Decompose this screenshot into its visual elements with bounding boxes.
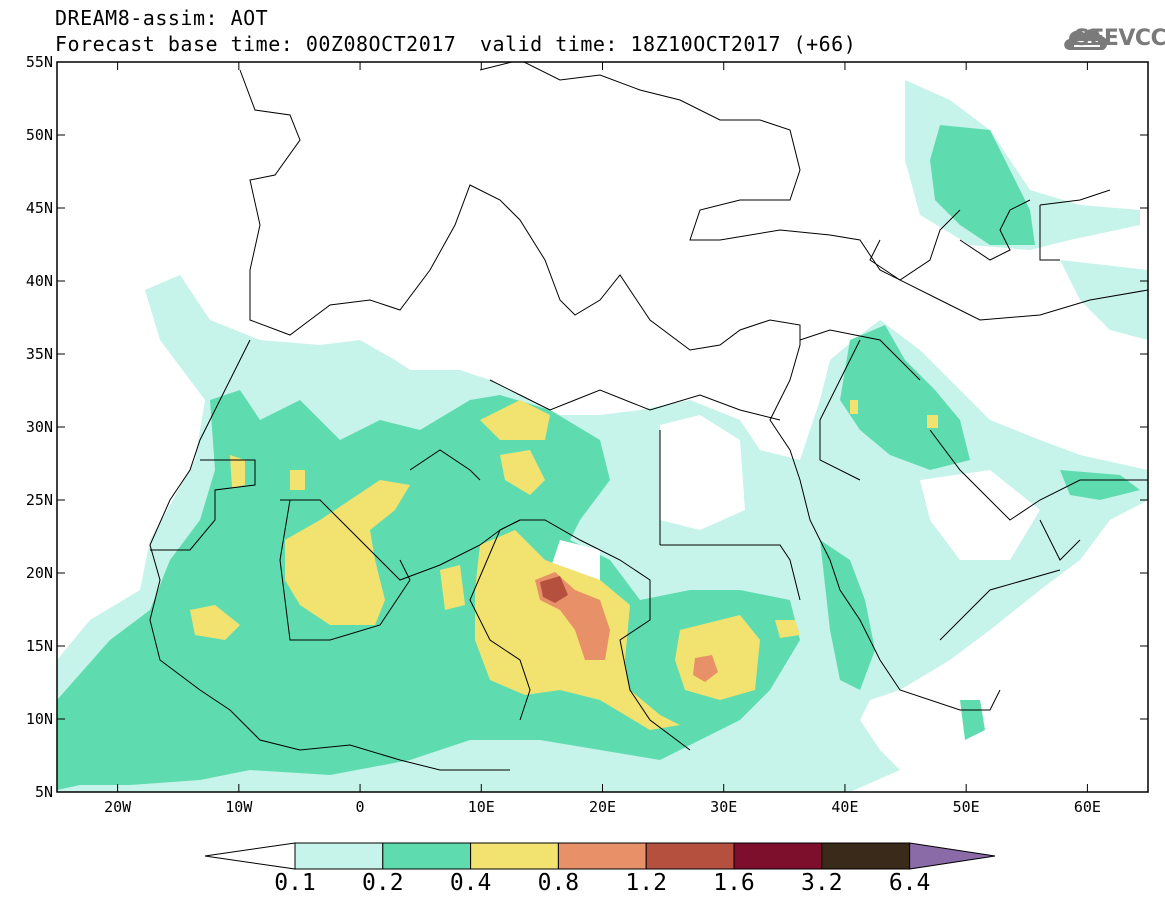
lat-label: 50N bbox=[26, 126, 53, 144]
colorbar-cell bbox=[294, 842, 384, 870]
colorbar-label: 0.1 bbox=[274, 870, 316, 896]
lon-label: 10E bbox=[468, 798, 495, 816]
lon-label: 10W bbox=[225, 798, 253, 816]
colorbar-label: 1.2 bbox=[625, 870, 667, 896]
colorbar-label: 0.8 bbox=[537, 870, 580, 896]
colorbar-cell bbox=[382, 842, 472, 870]
lon-label: 50E bbox=[953, 798, 980, 816]
lat-label: 25N bbox=[26, 491, 53, 509]
colorbar-cell bbox=[470, 842, 559, 870]
colorbar-label: 3.2 bbox=[801, 870, 843, 896]
latitude-axis: 55N 50N 45N 40N 35N 30N 25N 20N 15N 10N 5N bbox=[26, 53, 1148, 801]
colorbar-cell bbox=[733, 842, 823, 870]
lat-label: 30N bbox=[26, 418, 53, 436]
lon-label: 20E bbox=[589, 798, 616, 816]
colorbar-cell bbox=[645, 842, 735, 870]
colorbar-label: 0.2 bbox=[362, 870, 404, 896]
map-title: DREAM8-assim: AOT bbox=[55, 6, 269, 30]
colorbar-over-triangle bbox=[909, 842, 996, 870]
lat-label: 10N bbox=[26, 710, 53, 728]
lon-label: 0 bbox=[356, 798, 365, 816]
lon-label: 40E bbox=[831, 798, 858, 816]
lon-label: 30E bbox=[710, 798, 737, 816]
colorbar-under-triangle bbox=[204, 842, 296, 870]
colorbar-cell bbox=[557, 842, 647, 870]
lat-label: 45N bbox=[26, 199, 53, 217]
aot-band-0.4 bbox=[285, 480, 410, 625]
lat-label: 20N bbox=[26, 564, 53, 582]
colorbar-cell bbox=[821, 842, 911, 870]
lon-label: 20W bbox=[104, 798, 132, 816]
colorbar-label: 0.4 bbox=[449, 870, 492, 896]
lat-label: 55N bbox=[26, 53, 53, 71]
cloud-icon bbox=[1064, 29, 1108, 50]
lat-label: 35N bbox=[26, 345, 53, 363]
lon-label: 60E bbox=[1074, 798, 1101, 816]
lat-label: 40N bbox=[26, 272, 53, 290]
seevccc-logo: SEEVCCC bbox=[1074, 26, 1165, 51]
valid-time: valid time: 18Z10OCT2017 (+66) bbox=[480, 32, 857, 56]
colorbar-label: 6.4 bbox=[888, 870, 931, 896]
colorbar-label: 1.6 bbox=[713, 870, 755, 896]
lat-label: 5N bbox=[35, 783, 53, 801]
aot-band-1.2 bbox=[540, 576, 568, 603]
lat-label: 15N bbox=[26, 637, 53, 655]
forecast-base-time: Forecast base time: 00Z08OCT2017 bbox=[55, 32, 457, 56]
aot-field bbox=[57, 80, 1148, 792]
longitude-axis: 20W 10W 0 10E 20E 30E 40E 50E 60E bbox=[104, 62, 1101, 816]
coastlines bbox=[149, 62, 1148, 771]
